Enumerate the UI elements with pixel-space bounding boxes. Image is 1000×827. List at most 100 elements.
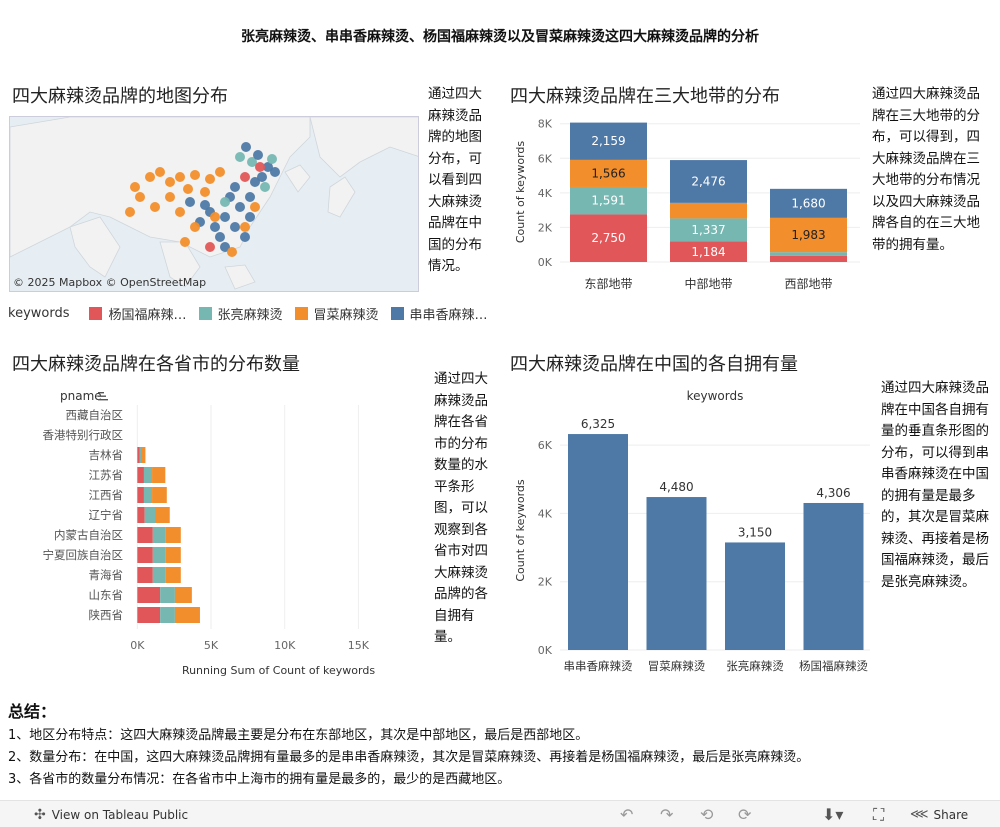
- province-bar-segment[interactable]: [144, 507, 156, 523]
- map-point[interactable]: [270, 167, 280, 177]
- belt-bar-segment[interactable]: [570, 186, 647, 215]
- map-point[interactable]: [220, 242, 230, 252]
- map-point[interactable]: [230, 182, 240, 192]
- province-bar-segment[interactable]: [152, 487, 167, 503]
- map-point[interactable]: [200, 187, 210, 197]
- map-point[interactable]: [220, 212, 230, 222]
- belt-bar-segment[interactable]: [570, 122, 647, 160]
- belt-bar-segment[interactable]: [670, 241, 747, 262]
- map-point[interactable]: [215, 167, 225, 177]
- map-point[interactable]: [165, 192, 175, 202]
- province-bar-segment[interactable]: [160, 607, 175, 623]
- refresh-icon[interactable]: ⟳: [738, 805, 752, 824]
- province-bar-segment[interactable]: [152, 467, 166, 483]
- province-bar-segment[interactable]: [137, 587, 161, 603]
- belt-bar-segment[interactable]: [670, 202, 747, 219]
- province-bar-segment[interactable]: [174, 587, 192, 603]
- province-bar-segment[interactable]: [152, 567, 166, 583]
- total-bar[interactable]: [568, 434, 628, 650]
- map-point[interactable]: [150, 202, 160, 212]
- province-bar-segment[interactable]: [165, 547, 181, 563]
- province-bar-segment[interactable]: [143, 467, 153, 483]
- map-point[interactable]: [220, 197, 230, 207]
- sort-icon[interactable]: [98, 392, 108, 401]
- map-point[interactable]: [240, 172, 250, 182]
- province-bar-segment[interactable]: [174, 607, 200, 623]
- province-bar-segment[interactable]: [137, 507, 145, 523]
- legend-item-maocai[interactable]: 冒菜麻辣烫: [294, 304, 379, 323]
- map-point[interactable]: [240, 232, 250, 242]
- map-point[interactable]: [183, 184, 193, 194]
- province-bar-segment[interactable]: [165, 567, 181, 583]
- download-icon[interactable]: ⬇▾: [822, 805, 844, 824]
- map-point[interactable]: [240, 222, 250, 232]
- map-point[interactable]: [205, 242, 215, 252]
- belt-bar-segment[interactable]: [570, 214, 647, 262]
- map-point[interactable]: [205, 174, 215, 184]
- map-point[interactable]: [130, 182, 140, 192]
- map-point[interactable]: [200, 200, 210, 210]
- map-point[interactable]: [247, 157, 257, 167]
- share-button[interactable]: ⋘ Share: [910, 807, 968, 822]
- map-point[interactable]: [155, 167, 165, 177]
- belt-bar-segment[interactable]: [770, 217, 847, 253]
- map-point[interactable]: [250, 177, 260, 187]
- province-bar-segment[interactable]: [137, 607, 161, 623]
- province-bar-segment[interactable]: [143, 487, 153, 503]
- province-bar-segment[interactable]: [139, 447, 142, 463]
- belt-bar-segment[interactable]: [570, 159, 647, 187]
- map-point[interactable]: [255, 162, 265, 172]
- map-point[interactable]: [210, 212, 220, 222]
- map-point[interactable]: [241, 142, 251, 152]
- province-bar-segment[interactable]: [160, 587, 175, 603]
- province-bar-segment[interactable]: [137, 527, 153, 543]
- map-point[interactable]: [190, 170, 200, 180]
- map-point[interactable]: [175, 207, 185, 217]
- map-point[interactable]: [235, 202, 245, 212]
- revert-icon[interactable]: ⟲: [700, 805, 714, 824]
- map-point[interactable]: [230, 222, 240, 232]
- map-point[interactable]: [245, 192, 255, 202]
- total-bar[interactable]: [725, 542, 785, 650]
- legend-item-yangguofu[interactable]: 杨国福麻辣…: [89, 304, 187, 323]
- province-bar-segment[interactable]: [137, 487, 144, 503]
- fullscreen-icon[interactable]: ⛶: [873, 805, 885, 824]
- total-bar[interactable]: [646, 497, 707, 650]
- belt-bar-segment[interactable]: [770, 252, 847, 256]
- map-point[interactable]: [235, 152, 245, 162]
- province-bar-segment[interactable]: [152, 547, 166, 563]
- province-bar-segment[interactable]: [165, 527, 181, 543]
- map-point[interactable]: [185, 197, 195, 207]
- belt-bar-segment[interactable]: [770, 188, 847, 218]
- map-point[interactable]: [253, 150, 263, 160]
- map-point[interactable]: [257, 172, 267, 182]
- map-point[interactable]: [180, 237, 190, 247]
- map-point[interactable]: [190, 222, 200, 232]
- province-bar-segment[interactable]: [152, 527, 166, 543]
- redo-icon[interactable]: ↷: [660, 805, 674, 824]
- map-point[interactable]: [260, 182, 270, 192]
- province-bar-segment[interactable]: [137, 447, 140, 463]
- total-bar[interactable]: [803, 502, 864, 650]
- brand-map[interactable]: © 2025 Mapbox © OpenStreetMap: [9, 116, 419, 292]
- province-bar-segment[interactable]: [137, 567, 153, 583]
- map-point[interactable]: [227, 247, 237, 257]
- map-point[interactable]: [215, 232, 225, 242]
- map-point[interactable]: [210, 222, 220, 232]
- belt-bar-segment[interactable]: [670, 160, 747, 203]
- map-point[interactable]: [175, 172, 185, 182]
- map-point[interactable]: [135, 192, 145, 202]
- province-bar-segment[interactable]: [141, 447, 146, 463]
- map-point[interactable]: [125, 207, 135, 217]
- province-bar-segment[interactable]: [137, 547, 153, 563]
- province-bar-segment[interactable]: [155, 507, 170, 523]
- map-point[interactable]: [263, 162, 273, 172]
- map-point[interactable]: [250, 202, 260, 212]
- legend-item-zhangliang[interactable]: 张亮麻辣烫: [198, 304, 283, 323]
- map-point[interactable]: [267, 154, 277, 164]
- map-point[interactable]: [165, 177, 175, 187]
- map-point[interactable]: [145, 172, 155, 182]
- legend-item-chuanchuan[interactable]: 串串香麻辣…: [390, 304, 488, 323]
- belt-bar-segment[interactable]: [770, 255, 847, 262]
- map-point[interactable]: [245, 212, 255, 222]
